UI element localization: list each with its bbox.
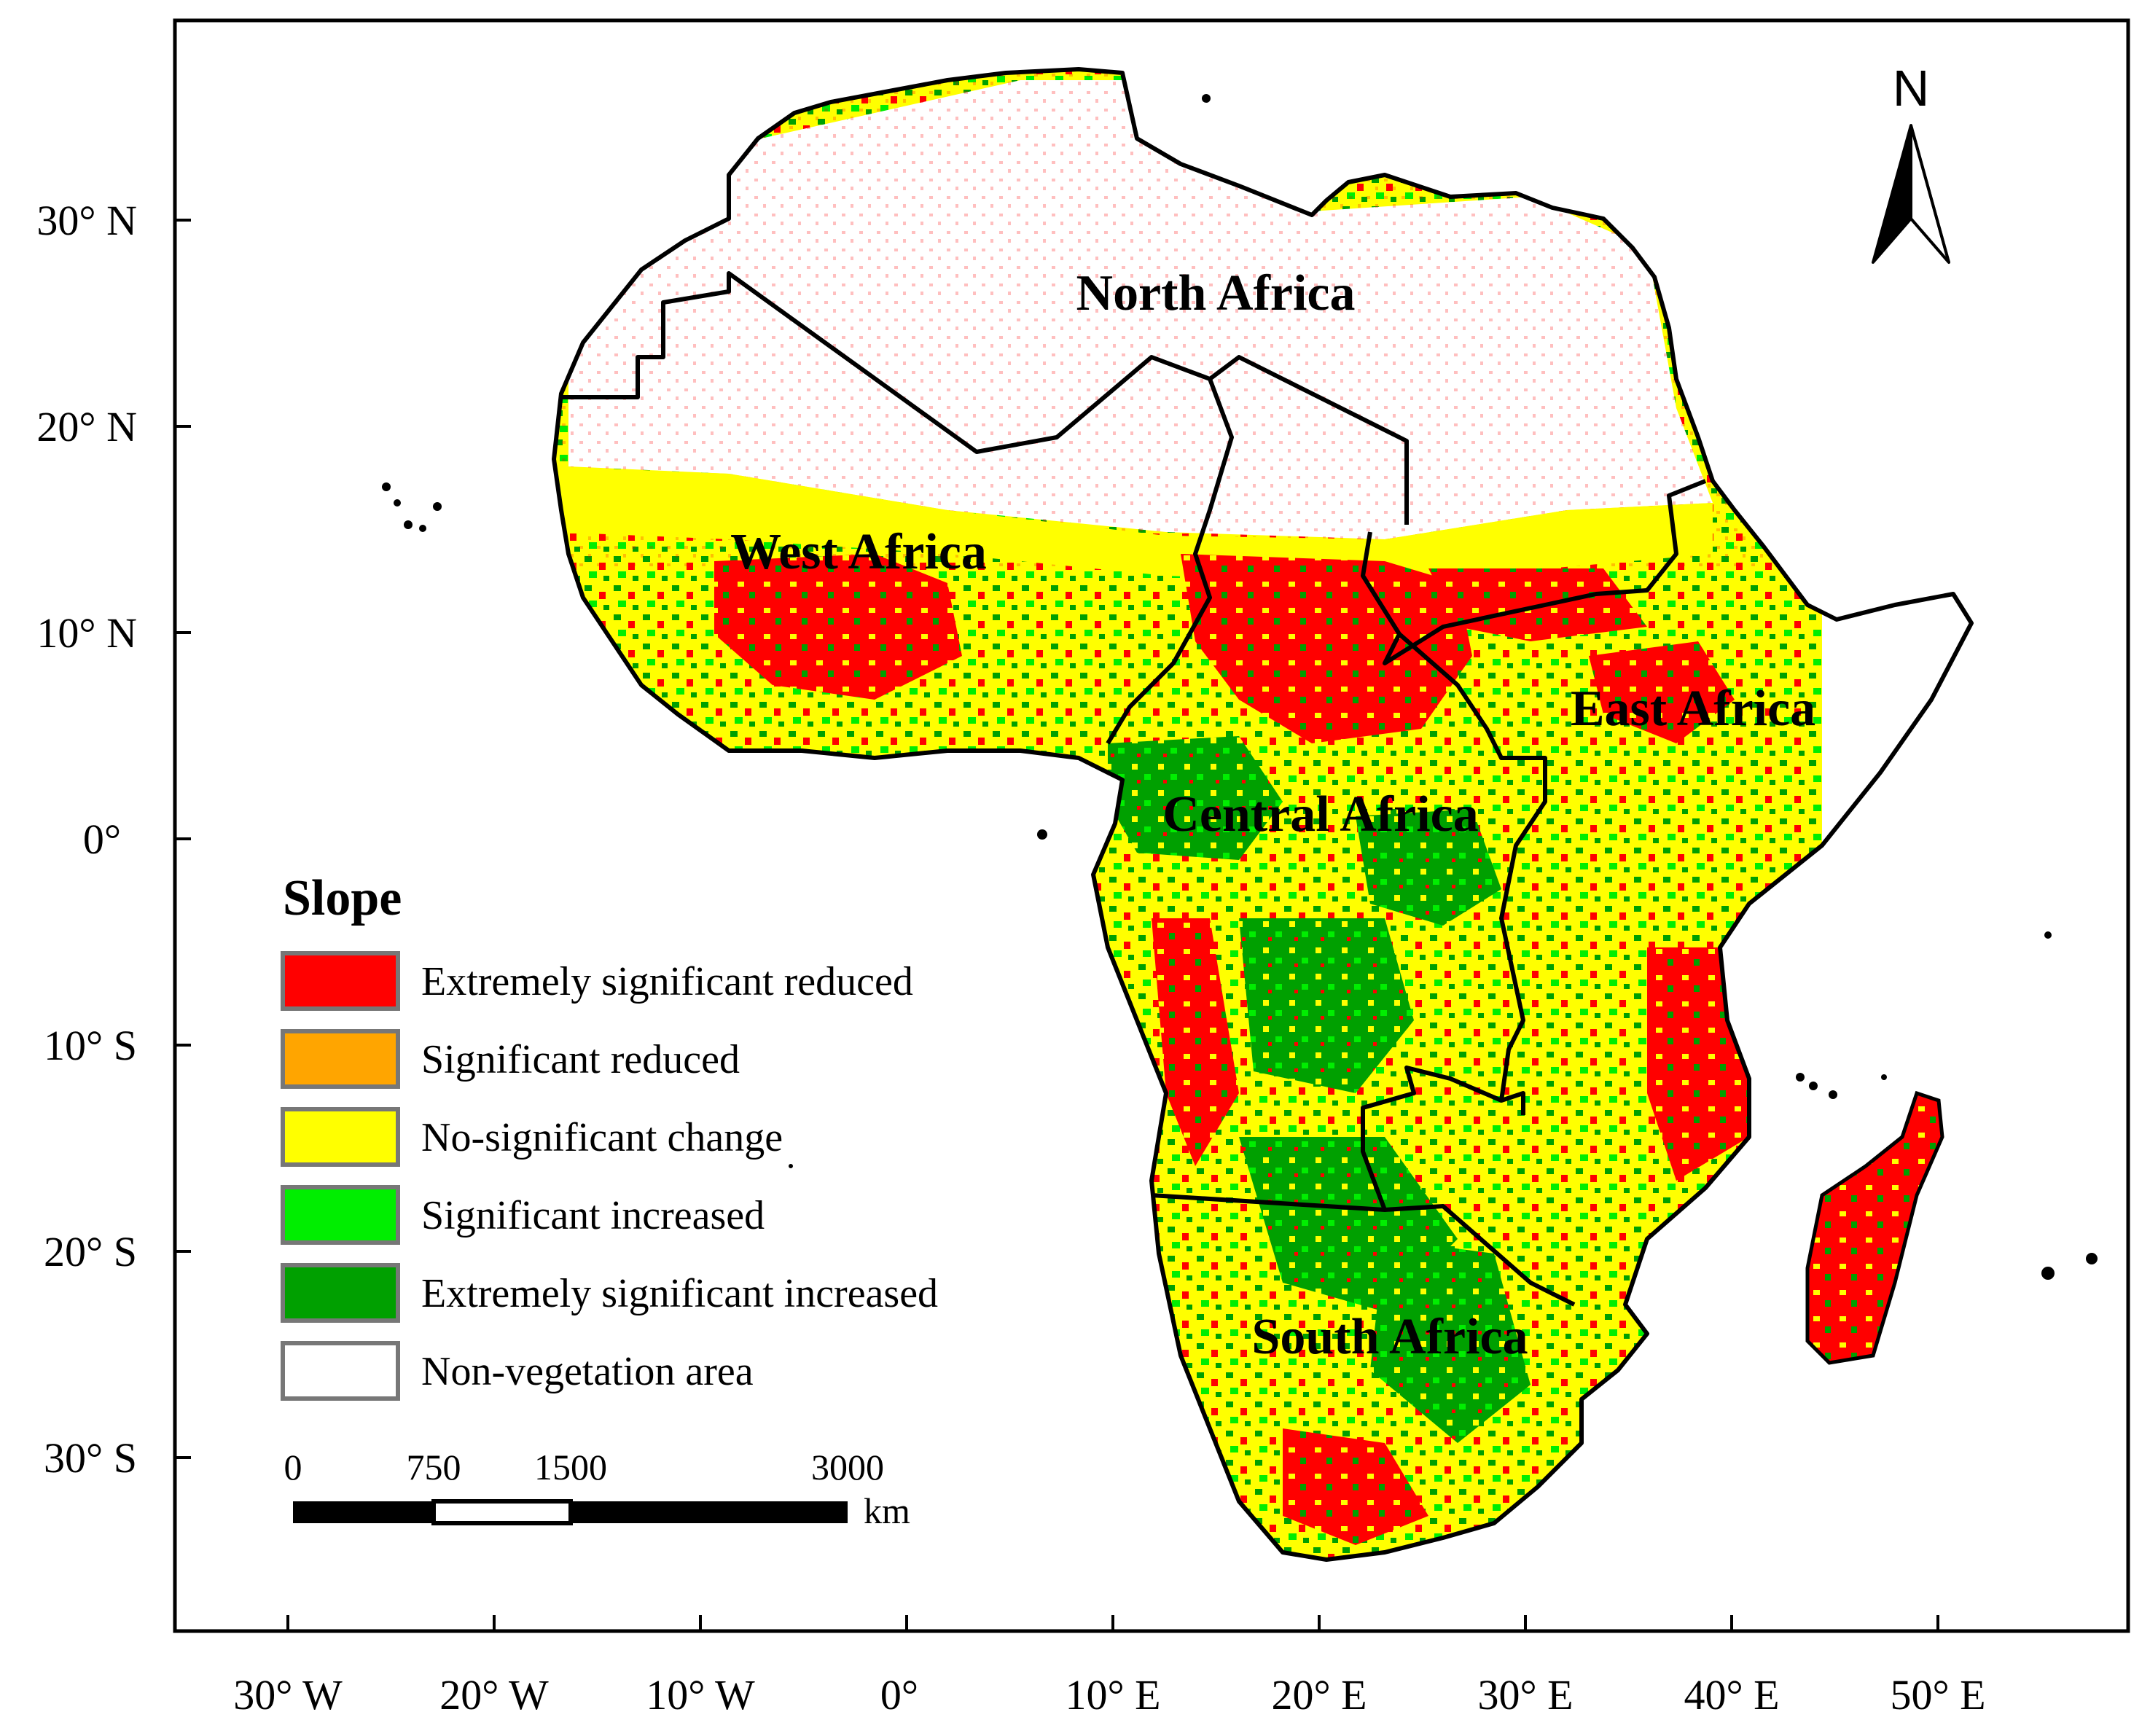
x-tick-0: 0°: [880, 1671, 918, 1719]
region-label-central-africa: Central Africa: [1162, 786, 1478, 842]
scale-tick-0: 0: [284, 1447, 302, 1487]
region-labels: North Africa West Africa Central Africa …: [730, 265, 1815, 1365]
scale-tick-3000: 3000: [811, 1447, 884, 1487]
x-tick-10w: 10° W: [646, 1671, 755, 1719]
legend-swatch: [281, 1341, 400, 1401]
scale-segment-2: [431, 1499, 573, 1525]
legend-label: Extremely significant increased: [421, 1271, 938, 1316]
legend-label: Significant increased: [421, 1193, 765, 1238]
x-tick-20w: 20° W: [439, 1671, 549, 1719]
y-tick-30n: 30° N: [36, 197, 137, 244]
legend-swatch: [281, 1263, 400, 1323]
region-label-east-africa: East Africa: [1571, 681, 1815, 737]
madagascar-island: [1805, 1090, 1944, 1365]
y-tick-20s: 20° S: [44, 1228, 137, 1275]
legend-title: Slope: [283, 870, 402, 926]
legend-swatch: [281, 1185, 400, 1245]
north-arrow-label: N: [1893, 60, 1930, 117]
legend-label: Non-vegetation area: [421, 1349, 754, 1394]
region-label-north-africa: North Africa: [1076, 265, 1356, 321]
north-arrow: N: [1872, 60, 1950, 264]
africa-coastline: [552, 67, 1974, 1562]
x-tick-20e: 20° E: [1271, 1671, 1367, 1719]
scale-tick-750: 750: [407, 1447, 461, 1487]
legend-label: Significant reduced: [421, 1037, 740, 1082]
region-boundaries: [561, 271, 1707, 1307]
legend-label: Extremely significant reduced: [421, 959, 913, 1004]
scale-segment-1: [293, 1501, 434, 1523]
legend-swatch: [281, 1107, 400, 1167]
small-islands: [382, 94, 2098, 1280]
y-tick-30s: 30° S: [44, 1434, 137, 1482]
x-tick-40e: 40° E: [1684, 1671, 1779, 1719]
x-axis-labels: 30° W 20° W 10° W 0° 10° E 20° E 30° E 4…: [233, 1671, 1985, 1719]
legend-swatch: [281, 951, 400, 1011]
y-axis-labels: 30° N 20° N 10° N 0° 10° S 20° S 30° S: [36, 197, 137, 1482]
legend: Slope Extremely significant reduced Signi…: [281, 870, 938, 1401]
legend-label: No-significant change: [421, 1115, 783, 1160]
y-tick-10s: 10° S: [44, 1022, 137, 1069]
y-tick-20n: 20° N: [36, 403, 137, 450]
x-tick-50e: 50° E: [1890, 1671, 1985, 1719]
legend-swatch: [281, 1029, 400, 1089]
scale-tick-1500: 1500: [534, 1447, 607, 1487]
axis-ticks: [175, 219, 1939, 1631]
x-tick-30e: 30° E: [1477, 1671, 1573, 1719]
x-tick-10e: 10° E: [1065, 1671, 1160, 1719]
y-tick-0: 0°: [83, 816, 121, 863]
x-tick-30w: 30° W: [233, 1671, 343, 1719]
scale-unit: km: [864, 1490, 910, 1531]
region-label-west-africa: West Africa: [730, 524, 987, 580]
y-tick-10n: 10° N: [36, 609, 137, 657]
region-label-south-africa: South Africa: [1251, 1309, 1528, 1365]
scale-segment-3: [571, 1501, 848, 1523]
scale-bar: 0 750 1500 3000 km: [284, 1447, 911, 1531]
